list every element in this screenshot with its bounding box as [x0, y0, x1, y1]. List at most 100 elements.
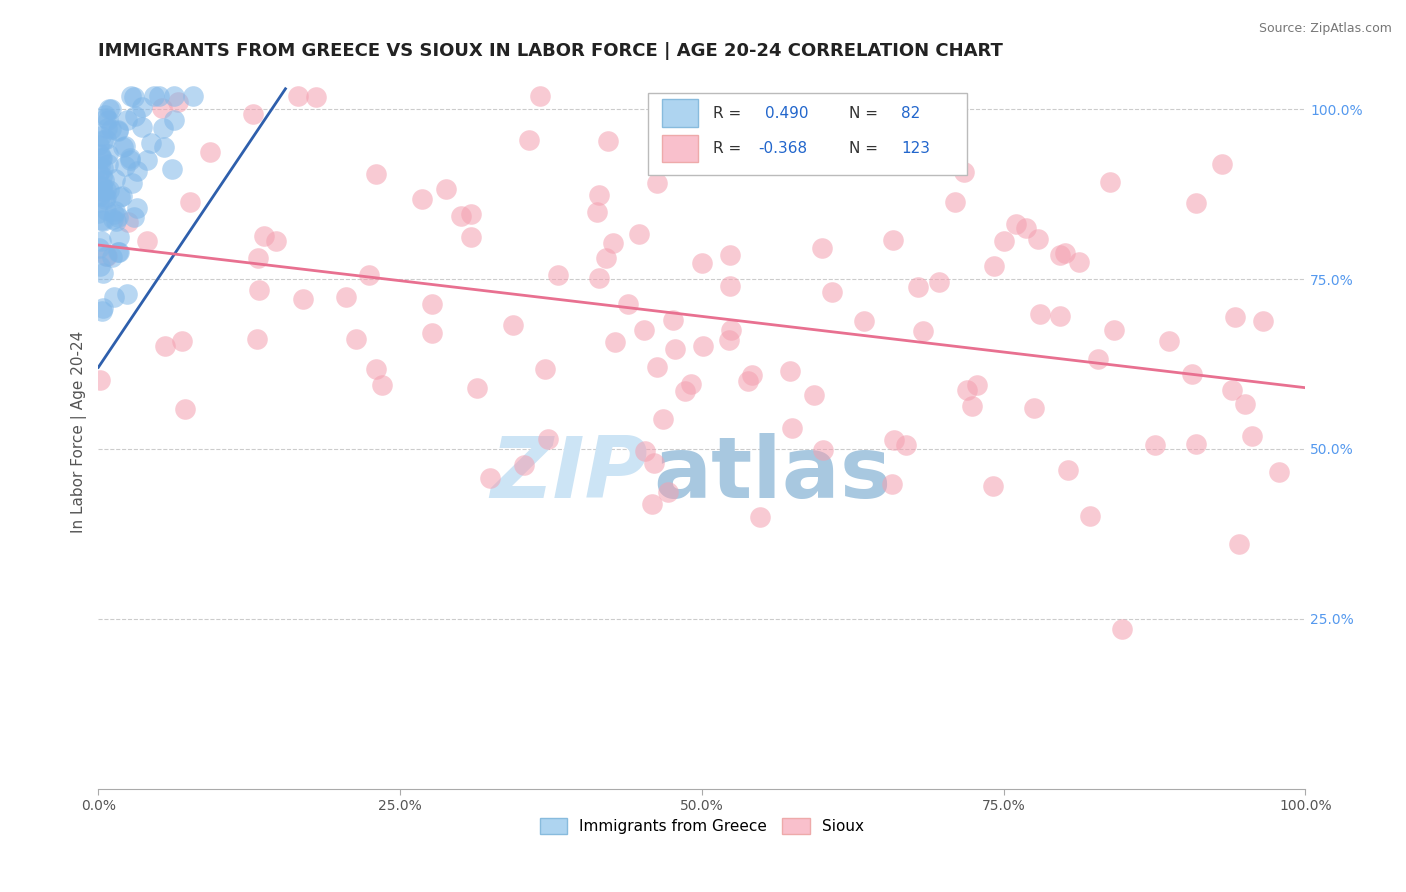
Point	[181, 88, 204, 103]
Point	[89, 166, 111, 180]
Point	[90, 151, 112, 165]
FancyBboxPatch shape	[662, 135, 699, 162]
Point	[91, 214, 114, 228]
Y-axis label: In Labor Force | Age 20-24: In Labor Force | Age 20-24	[72, 331, 87, 533]
Point	[287, 88, 309, 103]
Point	[167, 95, 190, 110]
Point	[720, 323, 742, 337]
Point	[1069, 255, 1091, 269]
Point	[366, 362, 388, 376]
Point	[853, 313, 876, 327]
Point	[96, 249, 118, 263]
Point	[981, 479, 1004, 493]
Point	[96, 121, 118, 136]
Point	[1026, 231, 1049, 245]
Point	[179, 194, 201, 209]
Point	[741, 368, 763, 382]
Point	[460, 206, 482, 220]
Point	[983, 259, 1005, 273]
Point	[131, 120, 153, 135]
Point	[595, 252, 617, 266]
Point	[1144, 438, 1167, 452]
Point	[96, 248, 118, 262]
Point	[136, 234, 159, 248]
FancyBboxPatch shape	[648, 93, 967, 175]
Point	[117, 215, 139, 229]
Point	[1049, 309, 1071, 323]
Point	[880, 477, 903, 491]
Point	[883, 433, 905, 447]
Point	[94, 192, 117, 206]
Point	[718, 248, 741, 262]
Point	[120, 88, 142, 103]
Point	[901, 154, 924, 169]
Point	[1111, 622, 1133, 636]
Text: atlas: atlas	[654, 434, 891, 516]
Point	[1078, 509, 1101, 524]
Point	[89, 260, 111, 274]
Point	[108, 229, 131, 244]
Point	[242, 107, 264, 121]
Point	[174, 401, 197, 416]
Point	[749, 510, 772, 524]
Point	[1005, 217, 1028, 231]
Text: -0.368: -0.368	[759, 141, 807, 156]
Point	[673, 384, 696, 399]
Point	[371, 378, 394, 392]
Point	[104, 214, 127, 228]
Point	[586, 205, 609, 219]
Point	[657, 484, 679, 499]
Point	[813, 442, 835, 457]
Legend: Immigrants from Greece, Sioux: Immigrants from Greece, Sioux	[540, 818, 865, 834]
Point	[1053, 245, 1076, 260]
Point	[104, 203, 127, 218]
Point	[163, 112, 186, 127]
Text: IMMIGRANTS FROM GREECE VS SIOUX IN LABOR FORCE | AGE 20-24 CORRELATION CHART: IMMIGRANTS FROM GREECE VS SIOUX IN LABOR…	[98, 42, 1004, 60]
Point	[94, 183, 117, 197]
Point	[136, 153, 159, 167]
Point	[122, 90, 145, 104]
Point	[291, 292, 314, 306]
Point	[953, 164, 976, 178]
Point	[420, 326, 443, 341]
Point	[1029, 307, 1052, 321]
Point	[690, 255, 713, 269]
Point	[1181, 367, 1204, 381]
Point	[107, 244, 129, 259]
Point	[411, 192, 433, 206]
Point	[1049, 248, 1071, 262]
Point	[1240, 429, 1263, 443]
Point	[517, 133, 540, 147]
Point	[603, 335, 626, 350]
Point	[120, 153, 142, 167]
Point	[803, 388, 825, 402]
Point	[513, 458, 536, 472]
Point	[87, 206, 110, 220]
Point	[598, 134, 620, 148]
Point	[97, 157, 120, 171]
Point	[122, 210, 145, 224]
Point	[96, 132, 118, 146]
Point	[588, 270, 610, 285]
Point	[90, 129, 112, 144]
Point	[100, 102, 122, 116]
Point	[252, 228, 274, 243]
FancyBboxPatch shape	[662, 99, 699, 127]
Point	[120, 151, 142, 165]
Point	[198, 145, 221, 159]
Point	[1227, 537, 1250, 551]
Point	[247, 283, 270, 297]
Point	[155, 339, 177, 353]
Point	[420, 297, 443, 311]
Point	[103, 206, 125, 220]
Text: N =: N =	[849, 141, 879, 156]
Point	[588, 187, 610, 202]
Point	[91, 301, 114, 315]
Point	[121, 176, 143, 190]
Point	[679, 376, 702, 391]
Text: Source: ZipAtlas.com: Source: ZipAtlas.com	[1258, 22, 1392, 36]
Point	[305, 90, 328, 104]
Point	[112, 140, 135, 154]
Point	[90, 152, 112, 166]
Point	[811, 241, 834, 255]
